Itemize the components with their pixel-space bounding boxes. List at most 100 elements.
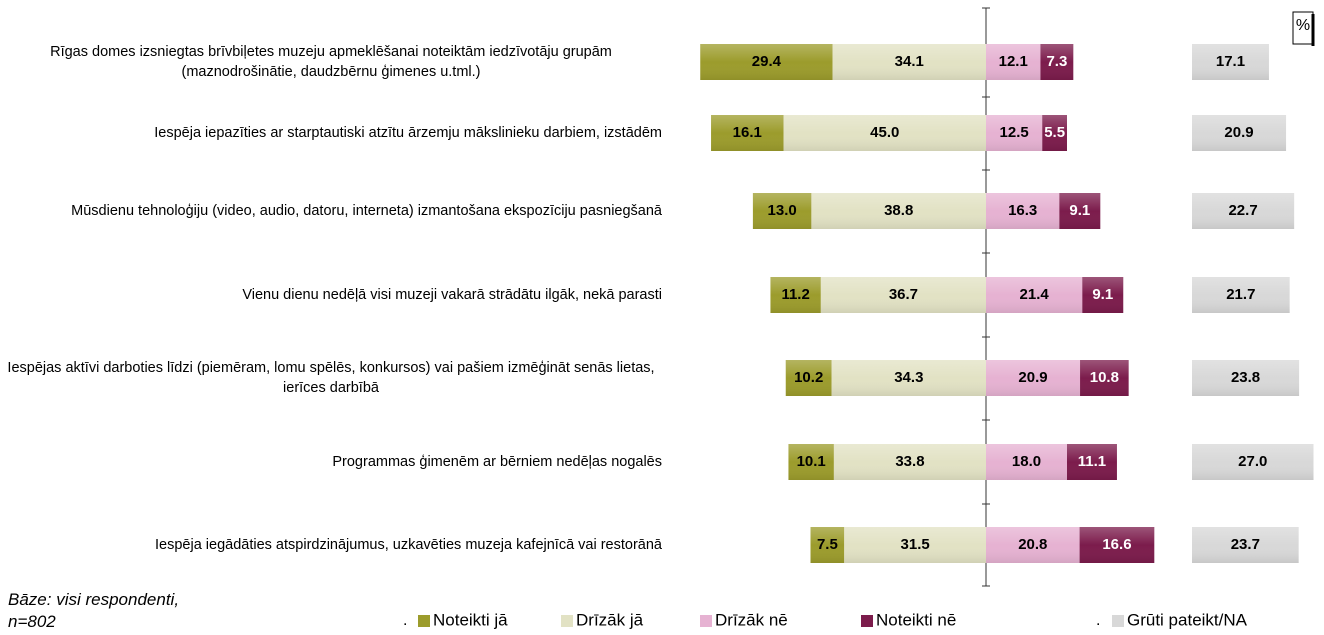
- footnote: n=802: [8, 612, 56, 631]
- category-label: Programmas ģimenēm ar bērniem nedēļas no…: [0, 437, 662, 487]
- bar-shine: [844, 527, 986, 563]
- value-label: 5.5: [1044, 124, 1065, 141]
- bar-shine: [811, 193, 986, 229]
- value-label: 22.7: [1228, 202, 1257, 219]
- category-label: Mūsdienu tehnoloģiju (video, audio, dato…: [0, 186, 662, 236]
- category-label-text: Vienu dienu nedēļā visi muzeji vakarā st…: [242, 287, 662, 303]
- legend-label: Drīzāk jā: [576, 610, 644, 629]
- category-label: Iespējas aktīvi darboties līdzi (piemēra…: [0, 353, 662, 403]
- value-label: 9.1: [1092, 286, 1113, 303]
- value-label: 18.0: [1012, 453, 1041, 470]
- bar-shine: [986, 115, 1043, 151]
- value-label: 33.8: [895, 453, 924, 470]
- bar-shine: [783, 115, 986, 151]
- bar-shine: [831, 360, 986, 396]
- value-label: 11.2: [781, 286, 809, 303]
- bar-shine: [788, 444, 834, 480]
- value-label: 20.9: [1018, 369, 1047, 386]
- bar-shine: [711, 115, 784, 151]
- bar-shine: [986, 193, 1060, 229]
- bar-shine: [1192, 115, 1287, 151]
- value-label: 13.0: [768, 202, 797, 219]
- value-label: 7.3: [1046, 53, 1067, 70]
- value-label: 20.8: [1018, 536, 1047, 553]
- bar-shine: [986, 277, 1083, 313]
- category-label-text: Programmas ģimenēm ar bērniem nedēļas no…: [332, 454, 662, 470]
- bar-shine: [770, 277, 821, 313]
- value-label: 16.1: [733, 124, 762, 141]
- value-label: 17.1: [1216, 53, 1245, 70]
- bar-shine: [986, 444, 1067, 480]
- legend-label: Grūti pateikt/NA: [1127, 610, 1248, 629]
- bar-shine: [1067, 444, 1117, 480]
- legend-label: Noteikti jā: [433, 610, 508, 629]
- category-label: Iespēja iegādāties atspirdzinājumus, uzk…: [0, 520, 662, 570]
- legend-separator: .: [1096, 612, 1100, 629]
- value-label: 29.4: [752, 53, 782, 70]
- category-label: Rīgas domes izsniegtas brīvbiļetes muzej…: [0, 37, 662, 87]
- legend-swatch: [700, 615, 712, 627]
- legend-swatch: [1112, 615, 1124, 627]
- bar-shine: [833, 444, 986, 480]
- value-label: 45.0: [870, 124, 899, 141]
- value-label: 36.7: [889, 286, 918, 303]
- bar-shine: [752, 193, 812, 229]
- bar-shine: [986, 44, 1041, 80]
- category-label: Vienu dienu nedēļā visi muzeji vakarā st…: [0, 270, 662, 320]
- footnote: Bāze: visi respondenti,: [8, 590, 180, 609]
- unit-label: %: [1296, 17, 1310, 34]
- value-label: 7.5: [817, 536, 838, 553]
- legend-separator: .: [403, 612, 407, 629]
- category-label: Iespēja iepazīties ar starptautiski atzī…: [0, 108, 662, 158]
- value-label: 12.5: [1000, 124, 1029, 141]
- value-label: 21.4: [1020, 286, 1050, 303]
- legend-swatch: [418, 615, 430, 627]
- value-label: 11.1: [1078, 453, 1106, 470]
- value-label: 16.3: [1008, 202, 1037, 219]
- category-label-text: Iespēja iepazīties ar starptautiski atzī…: [154, 125, 662, 141]
- bar-shine: [1042, 115, 1067, 151]
- value-label: 23.7: [1231, 536, 1260, 553]
- category-label-text: Iespēja iegādāties atspirdzinājumus, uzk…: [155, 537, 662, 553]
- value-label: 38.8: [884, 202, 913, 219]
- value-label: 31.5: [901, 536, 930, 553]
- value-label: 10.8: [1090, 369, 1119, 386]
- bar-shine: [1059, 193, 1101, 229]
- bar-shine: [1040, 44, 1074, 80]
- value-label: 34.1: [895, 53, 924, 70]
- bar-shine: [1192, 44, 1269, 80]
- legend-swatch: [561, 615, 573, 627]
- legend-label: Noteikti nē: [876, 610, 956, 629]
- bar-shine: [1192, 277, 1290, 313]
- value-label: 10.1: [797, 453, 826, 470]
- bar-shine: [832, 44, 986, 80]
- value-label: 23.8: [1231, 369, 1260, 386]
- bar-shine: [700, 44, 833, 80]
- bar-shine: [1192, 527, 1299, 563]
- bar-shine: [810, 527, 845, 563]
- category-label-text: Iespējas aktīvi darboties līdzi (piemēra…: [7, 360, 655, 396]
- legend-label: Drīzāk nē: [715, 610, 788, 629]
- bar-shine: [820, 277, 986, 313]
- value-label: 10.2: [794, 369, 823, 386]
- value-label: 34.3: [894, 369, 923, 386]
- bar-shine: [986, 527, 1080, 563]
- bar-shine: [785, 360, 832, 396]
- value-label: 9.1: [1069, 202, 1090, 219]
- category-label-text: Rīgas domes izsniegtas brīvbiļetes muzej…: [50, 44, 612, 80]
- value-label: 27.0: [1238, 453, 1267, 470]
- bar-shine: [1192, 360, 1300, 396]
- value-label: 21.7: [1226, 286, 1255, 303]
- bar-shine: [1079, 527, 1155, 563]
- bar-shine: [1082, 277, 1124, 313]
- bar-shine: [1192, 444, 1314, 480]
- bar-shine: [1080, 360, 1129, 396]
- value-label: 16.6: [1102, 536, 1131, 553]
- value-label: 12.1: [999, 53, 1028, 70]
- category-label-text: Mūsdienu tehnoloģiju (video, audio, dato…: [71, 203, 662, 219]
- value-label: 20.9: [1224, 124, 1253, 141]
- bar-shine: [1192, 193, 1295, 229]
- legend-swatch: [861, 615, 873, 627]
